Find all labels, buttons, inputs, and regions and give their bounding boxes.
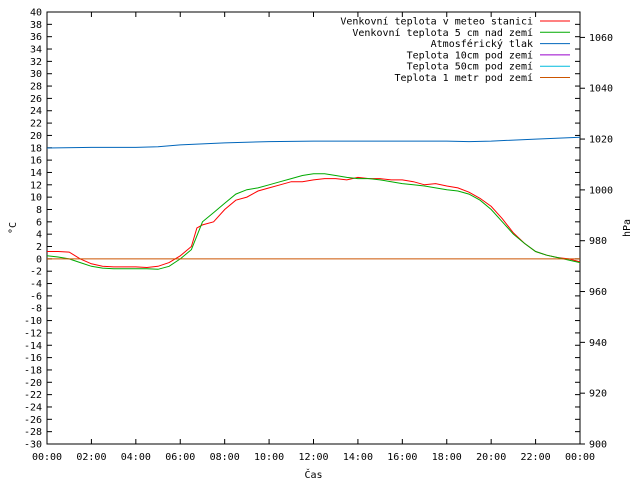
legend: Venkovní teplota v meteo staniciVenkovní… (340, 16, 570, 84)
y-tick-label: 32 (30, 57, 42, 68)
y-tick-label: -2 (30, 267, 42, 278)
x-tick-label: 16:00 (387, 452, 417, 463)
y2-axis-label: hPa (622, 219, 633, 237)
y2-tick-label: 940 (589, 338, 607, 349)
y-tick-label: -14 (24, 341, 42, 352)
y-tick-label: 24 (30, 106, 42, 117)
x-tick-label: 06:00 (165, 452, 195, 463)
y-tick-label: 6 (36, 217, 42, 228)
legend-label: Venkovní teplota 5 cm nad zemí (352, 27, 533, 39)
y-tick-label: -24 (24, 402, 42, 413)
y-tick-label: -4 (30, 279, 42, 290)
y-tick-label: 38 (30, 20, 42, 31)
y-tick-label: 0 (36, 254, 42, 265)
legend-label: Teplota 1 metr pod zemí (395, 72, 533, 84)
y-tick-label: 20 (30, 131, 42, 142)
y-tick-label: -26 (24, 415, 42, 426)
x-tick-label: 08:00 (210, 452, 240, 463)
y-tick-label: 2 (36, 242, 42, 253)
y-tick-label: 8 (36, 205, 42, 216)
series-layer (46, 136, 581, 270)
legend-label: Venkovní teplota v meteo stanici (340, 16, 533, 28)
y-tick-label: 30 (30, 69, 42, 80)
y-tick-label: -22 (24, 390, 42, 401)
y-tick-label: 18 (30, 143, 42, 154)
y-tick-label: 36 (30, 32, 42, 43)
x-tick-label: 02:00 (76, 452, 106, 463)
x-tick-label: 12:00 (298, 452, 328, 463)
y2-tick-label: 1040 (589, 84, 613, 95)
y-axis-label: °C (8, 222, 19, 234)
x-tick-label: 14:00 (343, 452, 373, 463)
y-tick-label: -8 (30, 304, 42, 315)
y-tick-label: 14 (30, 168, 42, 179)
y-tick-label: -12 (24, 328, 42, 339)
y-tick-label: 22 (30, 119, 42, 130)
x-tick-label: 10:00 (254, 452, 284, 463)
y2-tick-label: 980 (589, 236, 607, 247)
y-tick-label: 4 (36, 230, 42, 241)
y2-tick-label: 920 (589, 389, 607, 400)
y-tick-label: -16 (24, 353, 42, 364)
legend-label: Teplota 50cm pod zemí (407, 61, 533, 73)
y-tick-label: 10 (30, 193, 42, 204)
y-tick-label: 28 (30, 82, 42, 93)
x-tick-label: 20:00 (476, 452, 506, 463)
x-axis: 00:00 02:00 04:00 06:00 08:00 10:00 12:00 14:00… (32, 12, 595, 463)
y-tick-label: -30 (24, 440, 42, 451)
y-tick-label: 40 (30, 8, 42, 19)
x-tick-label: 04:00 (121, 452, 151, 463)
y-tick-label: 12 (30, 180, 42, 191)
y-tick-label: -6 (30, 291, 42, 302)
y-tick-label: 26 (30, 94, 42, 105)
series-line-1 (46, 173, 581, 270)
y-tick-label: 34 (30, 45, 42, 56)
y-axis-left: -30-28-26-24-22-20-18-16-14-12-10-8-6-4-… (24, 8, 580, 451)
y-tick-label: -20 (24, 378, 42, 389)
y2-tick-label: 1020 (589, 135, 613, 146)
y2-tick-label: 900 (589, 440, 607, 451)
y2-tick-label: 960 (589, 287, 607, 298)
x-tick-label: 22:00 (521, 452, 551, 463)
y2-tick-label: 1000 (589, 185, 613, 196)
series-line-0 (47, 176, 581, 269)
x-tick-label: 00:00 (32, 452, 62, 463)
x-axis-label: Čas (304, 468, 322, 480)
legend-label: Teplota 10cm pod zemí (407, 49, 533, 61)
y-tick-label: 16 (30, 156, 42, 167)
legend-label: Atmosférický tlak (431, 38, 533, 50)
y-axis-right: 900 920 940 960 980 1000 1020 1040 1060 (580, 33, 613, 451)
y-tick-label: -28 (24, 427, 42, 438)
y-tick-label: -18 (24, 365, 42, 376)
y2-tick-label: 1060 (589, 33, 613, 44)
x-tick-label: 00:00 (565, 452, 595, 463)
x-tick-label: 18:00 (432, 452, 462, 463)
y-tick-label: -10 (24, 316, 42, 327)
series-line-2 (46, 136, 581, 149)
